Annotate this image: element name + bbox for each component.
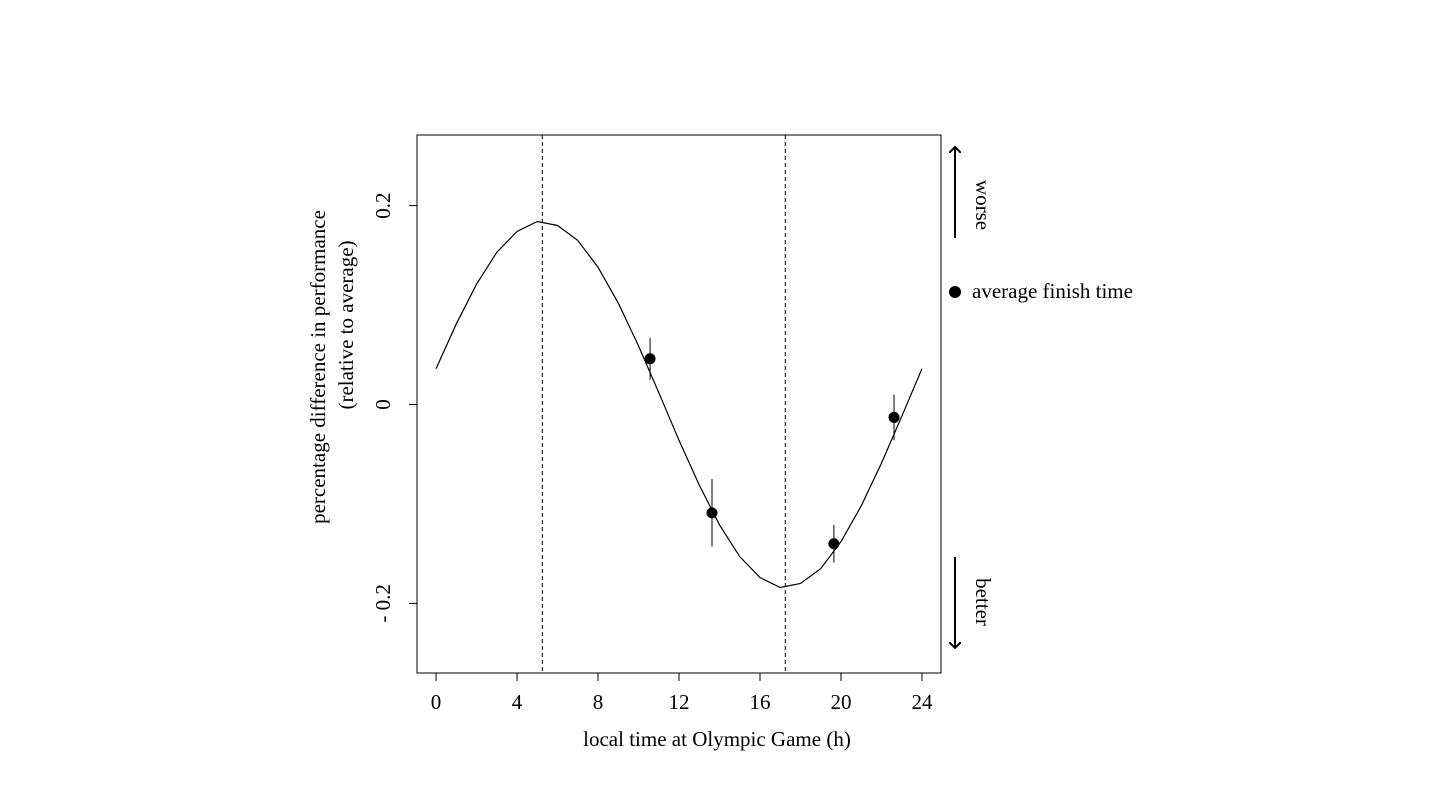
x-tick-label: 16: [749, 690, 770, 714]
data-point: [706, 507, 718, 519]
x-axis-label: local time at Olympic Game (h): [583, 727, 851, 751]
legend-marker: [949, 286, 961, 298]
data-point: [828, 538, 840, 550]
x-tick-label: 24: [911, 690, 933, 714]
x-tick-label: 8: [593, 690, 604, 714]
y-tick-label: - 0.2: [371, 584, 395, 623]
y-tick-label: 0.2: [371, 192, 395, 218]
y-tick-label: 0: [371, 399, 395, 410]
x-tick-label: 0: [431, 690, 442, 714]
annotation: better: [971, 578, 995, 626]
data-point: [644, 353, 656, 365]
legend-label: average finish time: [972, 279, 1133, 303]
x-tick-label: 20: [830, 690, 851, 714]
fit-curve: [435, 220, 923, 589]
annotation: worse: [971, 180, 995, 230]
data-point: [888, 411, 900, 423]
x-tick-label: 4: [512, 690, 523, 714]
x-tick-label: 12: [669, 690, 690, 714]
y-axis-label: percentage difference in performance: [306, 210, 330, 524]
plot-frame: [416, 134, 942, 674]
y-axis-label: (relative to average): [334, 240, 358, 409]
